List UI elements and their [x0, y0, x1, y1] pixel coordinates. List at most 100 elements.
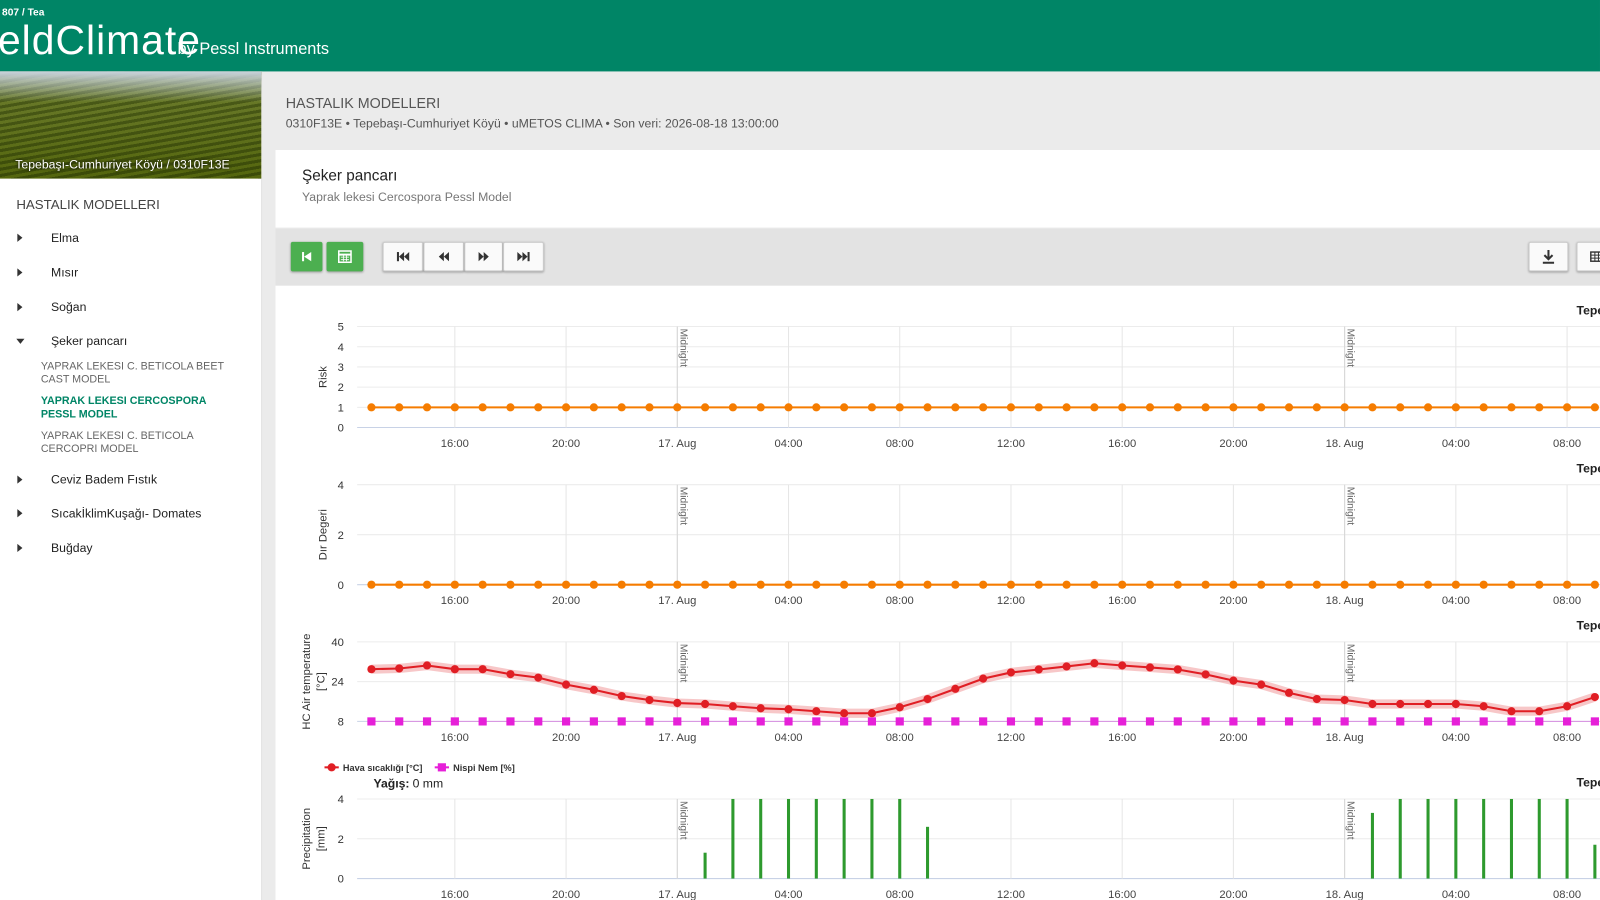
menu-item[interactable]: Ceviz Badem Fıstık — [0, 470, 261, 497]
point — [1034, 665, 1043, 674]
point — [450, 665, 459, 674]
point — [923, 694, 932, 704]
submenu-item[interactable]: YAPRAK LEKESI C. BETICOLA BEET CAST MODE… — [40, 360, 224, 386]
bar — [703, 852, 707, 879]
calendar-button[interactable] — [326, 241, 364, 272]
point — [1173, 665, 1182, 674]
point — [1479, 403, 1488, 412]
account: 807 / Tea — [2, 7, 45, 19]
point — [1201, 670, 1210, 679]
point — [1062, 580, 1071, 589]
x-tick-label: 08:00 — [1553, 595, 1581, 607]
midnight-label: Midnight — [1345, 487, 1356, 526]
x-tick-label: 16:00 — [1108, 595, 1136, 607]
menu-item[interactable]: Şeker pancarı — [0, 332, 261, 359]
back-button[interactable] — [423, 241, 465, 272]
point — [506, 670, 515, 679]
midnight-label: Midnight — [677, 329, 688, 368]
point — [1590, 403, 1599, 412]
table-button[interactable] — [1576, 241, 1600, 272]
point — [1145, 580, 1155, 589]
point — [1590, 692, 1599, 702]
station-name[interactable]: Tepebaşı-Cumhuriyet Köyü / 0310F13E — [15, 157, 230, 172]
midnight-label: Midnight — [677, 801, 688, 840]
point — [1257, 680, 1266, 689]
first-button[interactable] — [290, 241, 323, 272]
point — [645, 580, 654, 589]
y-tick-label: 4 — [338, 342, 344, 354]
point — [1340, 695, 1349, 705]
point — [1423, 717, 1433, 726]
y-tick-label: 40 — [331, 637, 343, 649]
menu-label: SıcakİklimKuşağı- Domates — [51, 506, 202, 521]
point — [478, 717, 487, 726]
icon — [1590, 251, 1600, 262]
point — [1257, 717, 1266, 726]
start-button[interactable] — [382, 241, 424, 272]
menu-item[interactable]: Buğday — [0, 539, 261, 566]
x-tick-label: 16:00 — [1108, 438, 1136, 450]
point — [1590, 717, 1599, 726]
end-button[interactable] — [503, 241, 544, 272]
point — [1312, 580, 1321, 589]
point — [561, 717, 571, 726]
point — [1423, 403, 1433, 412]
point — [840, 717, 849, 726]
point — [1201, 580, 1210, 589]
point — [1006, 668, 1016, 677]
point — [728, 717, 737, 726]
point — [450, 580, 459, 589]
bar — [1370, 812, 1374, 879]
bar — [1565, 798, 1569, 879]
icon — [338, 250, 352, 264]
point — [422, 717, 432, 726]
point — [534, 673, 543, 682]
x-tick-label: 08:00 — [886, 889, 914, 900]
point — [617, 580, 626, 589]
x-tick-label: 08:00 — [886, 595, 914, 607]
point — [478, 403, 487, 412]
y-tick-label: 1 — [338, 402, 344, 414]
y-tick-label: 5 — [338, 322, 344, 334]
point — [645, 717, 654, 726]
x-tick-label: 16:00 — [1108, 889, 1136, 900]
point — [617, 403, 626, 412]
y-tick-label: 0 — [338, 580, 344, 592]
menu-item[interactable]: Mısır — [0, 263, 261, 290]
x-tick-label: 04:00 — [1442, 889, 1470, 900]
station-image[interactable] — [0, 71, 262, 179]
download-button[interactable] — [1528, 241, 1569, 272]
logo[interactable]: eldClimate — [0, 18, 201, 64]
bar — [1537, 798, 1541, 879]
menu-item[interactable]: SıcakİklimKuşağı- Domates — [0, 504, 261, 531]
bar — [842, 798, 846, 879]
point — [506, 403, 515, 412]
point — [1562, 717, 1572, 726]
point — [367, 403, 376, 412]
point — [1507, 580, 1516, 589]
bar — [870, 798, 874, 879]
point — [617, 717, 626, 726]
point — [867, 717, 877, 726]
point — [422, 661, 432, 670]
point — [701, 699, 710, 709]
point — [1396, 717, 1405, 726]
point — [367, 665, 376, 674]
point — [1229, 403, 1238, 412]
menu-item[interactable]: Elma — [0, 229, 261, 256]
menu-label: Ceviz Badem Fıstık — [51, 472, 158, 487]
point — [784, 717, 793, 726]
point — [728, 702, 737, 711]
submenu-item[interactable]: YAPRAK LEKESI C. BETICOLA CERCOPRI MODEL — [40, 429, 194, 456]
submenu-item[interactable]: YAPRAK LEKESI CERCOSPORA PESSL MODEL — [40, 394, 207, 421]
point — [561, 580, 571, 589]
menu-item[interactable]: Soğan — [0, 298, 261, 325]
point — [728, 580, 737, 589]
card-subtitle: Yaprak lekesi Cercospora Pessl Model — [302, 189, 512, 205]
x-tick-label: 16:00 — [1108, 732, 1136, 744]
midnight-label: Midnight — [1345, 801, 1356, 840]
y-tick-label: 0 — [338, 423, 344, 435]
point — [645, 695, 654, 705]
point — [1368, 699, 1377, 709]
forward-button[interactable] — [464, 241, 504, 272]
